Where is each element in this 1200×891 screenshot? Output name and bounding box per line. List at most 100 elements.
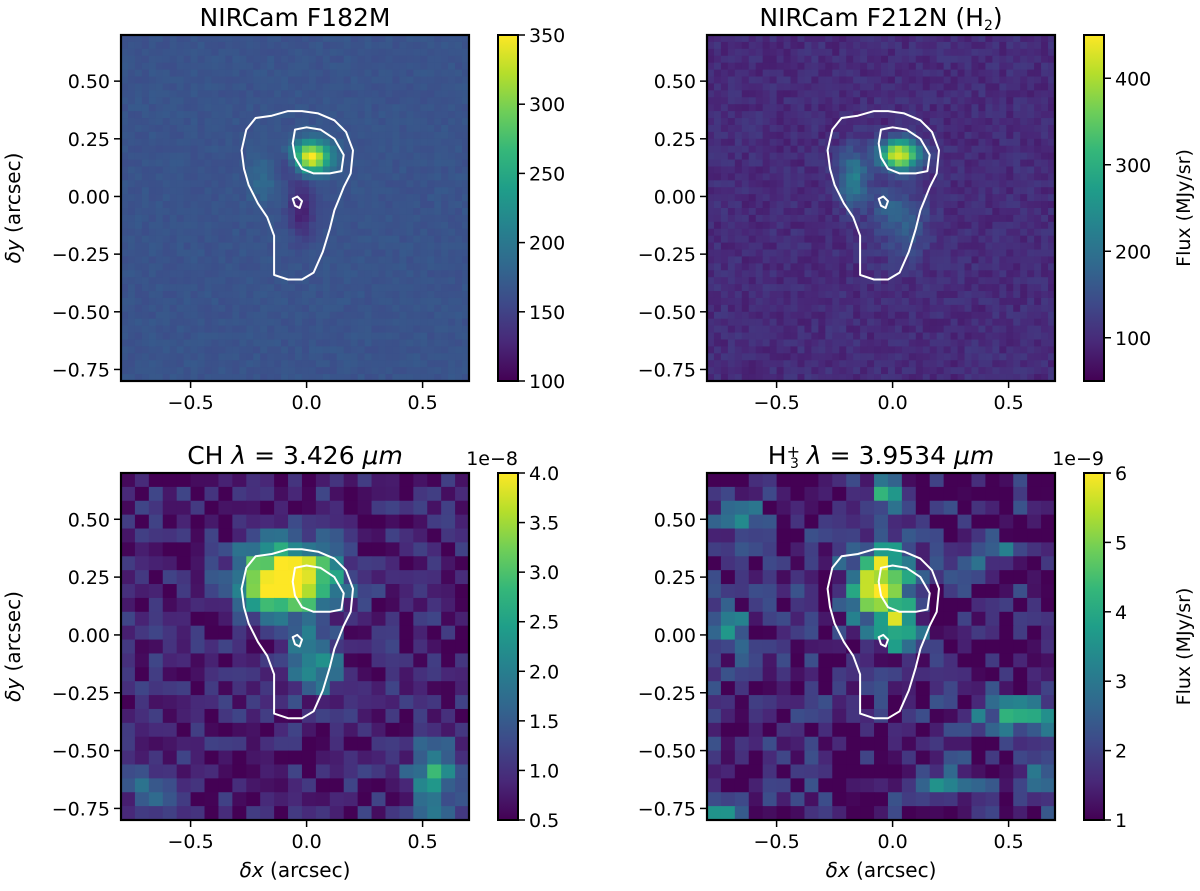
heatmap-cell: [399, 277, 407, 285]
heatmap-cell: [1041, 69, 1049, 78]
heatmap-cell: [288, 367, 296, 375]
heatmap-cell: [385, 325, 394, 334]
heatmap-cell: [922, 118, 931, 126]
heatmap-cell: [790, 173, 799, 181]
heatmap-cell: [999, 367, 1007, 375]
heatmap-cell: [329, 180, 338, 188]
heatmap-cell: [734, 201, 743, 209]
heatmap-cell: [441, 55, 449, 64]
heatmap-cell: [762, 304, 771, 313]
heatmap-cell: [378, 83, 387, 91]
heatmap-cell: [950, 346, 959, 354]
heatmap-cell: [894, 242, 903, 251]
heatmap-cell: [978, 339, 986, 347]
heatmap-cell: [908, 48, 917, 57]
heatmap-cell: [329, 214, 338, 223]
heatmap-cell: [950, 124, 959, 133]
heatmap-cell: [867, 111, 875, 119]
heatmap-cell: [832, 228, 840, 237]
heatmap-cell: [441, 332, 449, 341]
heatmap-cell: [818, 311, 826, 320]
heatmap-cell: [846, 111, 854, 119]
heatmap-cell: [357, 41, 366, 50]
heatmap-cell: [748, 256, 757, 264]
heatmap-cell: [971, 166, 980, 174]
heatmap-cell: [148, 69, 157, 78]
heatmap-cell: [901, 83, 910, 91]
heatmap-cell: [274, 187, 282, 195]
heatmap-cell: [364, 304, 373, 313]
heatmap-cell: [392, 353, 400, 361]
heatmap-cell: [371, 194, 380, 202]
heatmap-cell: [957, 62, 966, 71]
heatmap-cell: [999, 339, 1007, 347]
heatmap-cell: [1013, 166, 1021, 174]
heatmap-cell: [281, 346, 289, 354]
heatmap-cell: [1034, 270, 1042, 278]
heatmap-cell: [197, 41, 206, 50]
heatmap-cell: [455, 235, 463, 244]
heatmap-cell: [943, 138, 952, 147]
heatmap-cell: [420, 90, 428, 98]
heatmap-cell: [448, 208, 456, 216]
heatmap-cell: [399, 41, 407, 50]
heatmap-cell: [218, 41, 226, 50]
heatmap-cell: [1048, 124, 1055, 133]
heatmap-cell: [232, 159, 240, 168]
heatmap-cell: [720, 221, 729, 230]
heatmap-cell: [1020, 249, 1028, 258]
heatmap-cell: [1027, 194, 1035, 202]
heatmap-cell: [448, 297, 456, 306]
heatmap-cell: [874, 90, 882, 98]
heatmap-cell: [392, 201, 400, 209]
heatmap-cell: [943, 83, 952, 91]
heatmap-cell: [999, 304, 1007, 313]
heatmap-cell: [922, 291, 931, 299]
heatmap-cell: [1048, 173, 1055, 181]
heatmap-cell: [190, 55, 199, 64]
heatmap-cell: [197, 145, 206, 154]
heatmap-cell: [915, 76, 924, 85]
heatmap-cell: [378, 297, 387, 306]
heatmap-cell: [197, 353, 206, 361]
heatmap-cell: [162, 111, 171, 119]
heatmap-cell: [936, 48, 945, 57]
heatmap-cell: [197, 104, 206, 112]
heatmap-cell: [1006, 194, 1014, 202]
heatmap-cell: [134, 104, 143, 112]
heatmap-cell: [176, 256, 185, 264]
heatmap-cell: [964, 208, 973, 216]
heatmap-cell: [169, 318, 178, 327]
heatmap-cell: [985, 304, 993, 313]
contours-1: [240, 110, 354, 281]
heatmap-cell: [162, 180, 171, 188]
heatmap-cell: [253, 208, 261, 216]
heatmap-cell: [204, 104, 213, 112]
heatmap-cell: [169, 180, 178, 188]
heatmap-cell: [301, 325, 310, 334]
heatmap-cell: [260, 62, 268, 71]
heatmap-cell: [448, 118, 456, 126]
heatmap-cell: [999, 332, 1007, 341]
heatmap-cell: [336, 221, 345, 230]
heatmap-cell: [783, 83, 792, 91]
heatmap-cell: [260, 291, 268, 299]
heatmap-cell: [797, 152, 806, 161]
heatmap-cell: [839, 62, 847, 71]
heatmap-cell: [420, 118, 428, 126]
heatmap-cell: [399, 166, 407, 174]
heatmap-cell: [253, 332, 261, 341]
heatmap-cell: [127, 256, 136, 264]
heatmap-cell: [434, 304, 442, 313]
heatmap-cell: [434, 187, 442, 195]
heatmap-cell: [211, 124, 220, 133]
heatmap-cell: [915, 277, 924, 285]
heatmap-cell: [908, 35, 917, 43]
heatmap-cell: [371, 35, 380, 43]
heatmap-cell: [378, 166, 387, 174]
heatmap-cell: [225, 221, 233, 230]
heatmap-cell: [741, 228, 750, 237]
heatmap-cell: [1034, 304, 1042, 313]
heatmap-cell: [336, 367, 345, 375]
heatmap-cell: [413, 173, 421, 181]
